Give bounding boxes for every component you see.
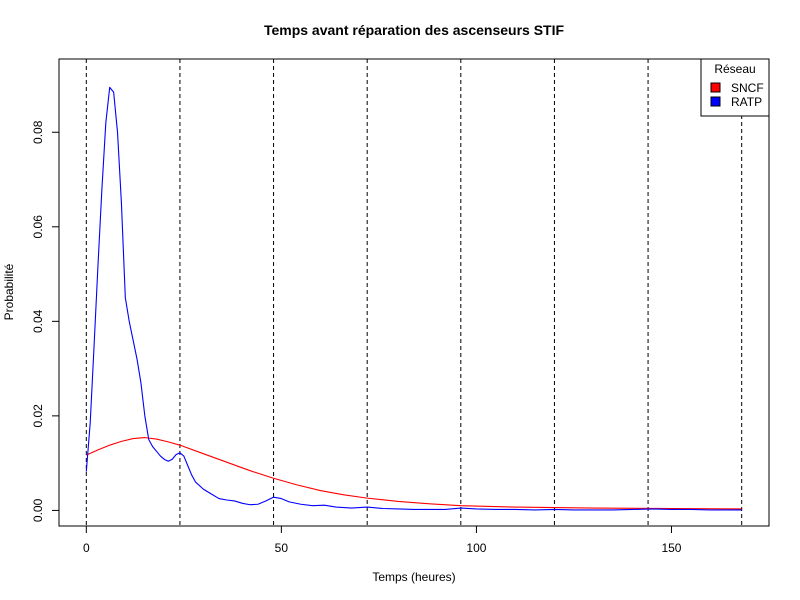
series-line-sncf [86, 437, 742, 510]
x-tick-label: 0 [83, 541, 90, 555]
y-axis-title: Probabilité [2, 263, 16, 320]
x-tick-label: 100 [466, 541, 486, 555]
series-line-ratp [85, 86, 742, 511]
legend-label-sncf: SNCF [731, 81, 764, 95]
legend-swatch-sncf [710, 82, 721, 93]
vertical-reference-lines [85, 59, 743, 526]
y-tick-label: 0.02 [31, 404, 45, 428]
x-axis: 0 50 100 150 [83, 525, 682, 555]
legend-swatch-ratp [710, 96, 721, 107]
legend-title: Réseau [714, 62, 755, 76]
y-tick-label: 0.00 [31, 498, 45, 522]
y-tick-label: 0.08 [31, 120, 45, 144]
legend-label-ratp: RATP [731, 95, 762, 109]
y-tick-label: 0.06 [31, 215, 45, 239]
series-lines [85, 86, 742, 511]
chart-title: Temps avant réparation des ascenseurs ST… [264, 22, 565, 38]
x-tick-label: 50 [275, 541, 289, 555]
x-tick-label: 150 [661, 541, 681, 555]
y-tick-label: 0.04 [31, 309, 45, 333]
x-axis-title: Temps (heures) [372, 570, 455, 584]
y-axis: 0.00 0.02 0.04 0.06 0.08 [31, 120, 60, 522]
